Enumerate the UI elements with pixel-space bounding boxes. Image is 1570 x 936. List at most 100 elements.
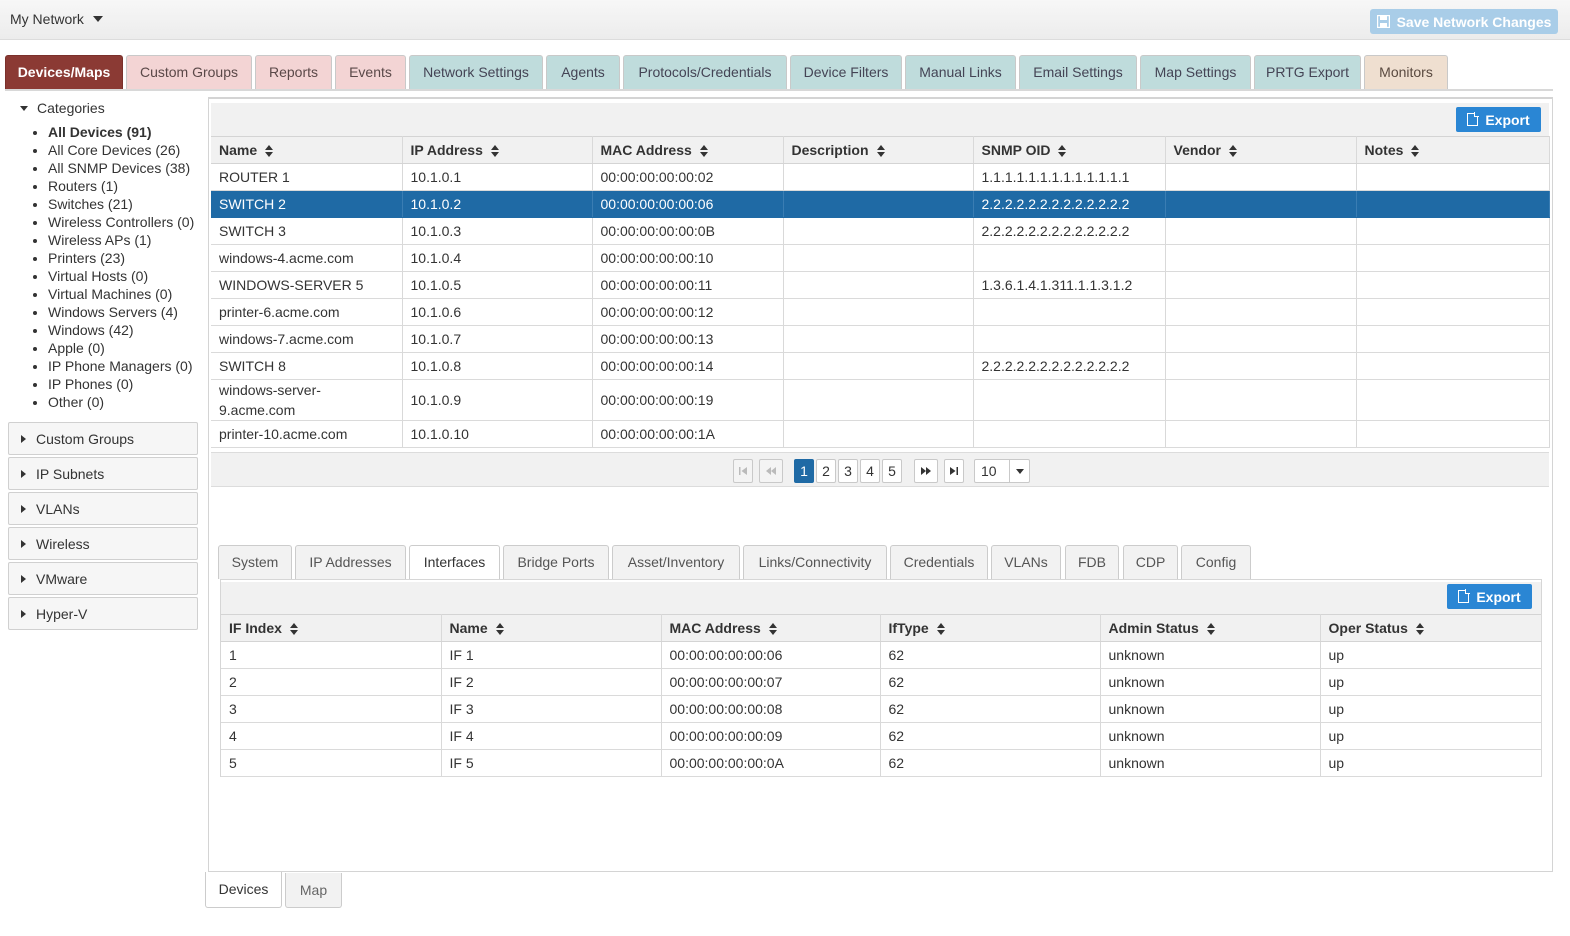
section-ip-subnets[interactable]: IP Subnets [8, 457, 198, 490]
category-item[interactable]: IP Phones (0) [48, 375, 200, 393]
section-hyper-v[interactable]: Hyper-V [8, 597, 198, 630]
column-header[interactable]: IfType [880, 614, 1101, 642]
category-item[interactable]: Wireless APs (1) [48, 231, 200, 249]
tab-events[interactable]: Events [335, 55, 406, 89]
category-item[interactable]: Switches (21) [48, 195, 200, 213]
table-row[interactable]: 4 IF 4 00:00:00:00:00:09 62 unknown up [221, 722, 1542, 750]
section-vlans[interactable]: VLANs [8, 492, 198, 525]
category-item[interactable]: Routers (1) [48, 177, 200, 195]
column-header[interactable]: MAC Address [592, 136, 784, 164]
tab-vlans[interactable]: VLANs [991, 545, 1061, 579]
table-row[interactable]: ROUTER 1 10.1.0.1 00:00:00:00:00:02 1.1.1.1… [211, 163, 1550, 191]
table-row[interactable]: WINDOWS-SERVER 5 10.1.0.5 00:00:00:00:00:1… [211, 271, 1550, 299]
tab-config[interactable]: Config [1181, 545, 1251, 579]
tab-prtg-export[interactable]: PRTG Export [1254, 55, 1361, 89]
network-selector[interactable]: My Network [10, 11, 103, 27]
column-header[interactable]: MAC Address [661, 614, 881, 642]
category-item[interactable]: Apple (0) [48, 339, 200, 357]
bottom-tab-devices[interactable]: Devices [205, 872, 282, 908]
table-cell [1356, 379, 1550, 421]
tab-manual-links[interactable]: Manual Links [905, 55, 1016, 89]
tab-bridge-ports[interactable]: Bridge Ports [503, 545, 609, 579]
first-page-button[interactable] [733, 459, 753, 483]
table-row[interactable]: 5 IF 5 00:00:00:00:00:0A 62 unknown up [221, 749, 1542, 777]
devices-export-button[interactable]: Export [1456, 107, 1541, 132]
tab-map-settings[interactable]: Map Settings [1140, 55, 1251, 89]
category-item[interactable]: Other (0) [48, 393, 200, 411]
tab-interfaces[interactable]: Interfaces [409, 545, 500, 580]
tab-system[interactable]: System [218, 545, 292, 579]
page-1-button[interactable]: 1 [794, 459, 814, 483]
bottom-tab-map[interactable]: Map [285, 873, 342, 908]
tab-credentials[interactable]: Credentials [890, 545, 988, 579]
page-size-select[interactable]: 10 [974, 459, 1030, 483]
tab-fdb[interactable]: FDB [1065, 545, 1119, 579]
table-row[interactable]: 2 IF 2 00:00:00:00:00:07 62 unknown up [221, 668, 1542, 696]
table-row[interactable]: windows-7.acme.com 10.1.0.7 00:00:00:00:00… [211, 325, 1550, 353]
column-header[interactable]: Admin Status [1100, 614, 1321, 642]
tab-network-settings[interactable]: Network Settings [409, 55, 543, 89]
column-header[interactable]: Vendor [1165, 136, 1357, 164]
save-network-changes-button[interactable]: Save Network Changes [1370, 9, 1558, 34]
tab-email-settings[interactable]: Email Settings [1019, 55, 1137, 89]
category-item[interactable]: IP Phone Managers (0) [48, 357, 200, 375]
column-header[interactable]: Oper Status [1320, 614, 1542, 642]
next-page-button[interactable] [914, 459, 938, 483]
category-item[interactable]: Virtual Machines (0) [48, 285, 200, 303]
category-item[interactable]: All Core Devices (26) [48, 141, 200, 159]
tab-monitors[interactable]: Monitors [1364, 55, 1448, 89]
previous-page-button[interactable] [759, 459, 783, 483]
category-item[interactable]: Virtual Hosts (0) [48, 267, 200, 285]
column-header[interactable]: Name [211, 136, 403, 164]
last-page-button[interactable] [944, 459, 964, 483]
column-header[interactable]: IF Index [221, 614, 442, 642]
page-5-button[interactable]: 5 [882, 459, 902, 483]
page-4-button[interactable]: 4 [860, 459, 880, 483]
table-row[interactable]: windows-4.acme.com 10.1.0.4 00:00:00:00:00… [211, 244, 1550, 272]
table-row[interactable]: SWITCH 2 10.1.0.2 00:00:00:00:00:06 2.2.2.2… [211, 190, 1550, 218]
table-row[interactable]: printer-6.acme.com 10.1.0.6 00:00:00:00:00… [211, 298, 1550, 326]
page-2-button[interactable]: 2 [816, 459, 836, 483]
category-item[interactable]: Printers (23) [48, 249, 200, 267]
column-header[interactable]: Name [441, 614, 662, 642]
section-wireless[interactable]: Wireless [8, 527, 198, 560]
tab-custom-groups[interactable]: Custom Groups [126, 55, 252, 89]
table-cell: up [1320, 668, 1542, 696]
category-item[interactable]: Windows Servers (4) [48, 303, 200, 321]
column-header[interactable]: IP Address [402, 136, 593, 164]
table-row[interactable]: windows-server-9.acme.com 10.1.0.9 00:00:0… [211, 379, 1550, 421]
tab-devices-maps[interactable]: Devices/Maps [5, 55, 123, 89]
category-item[interactable]: All SNMP Devices (38) [48, 159, 200, 177]
interfaces-export-button[interactable]: Export [1447, 584, 1532, 609]
tab-device-filters[interactable]: Device Filters [790, 55, 902, 89]
column-header[interactable]: Notes [1356, 136, 1550, 164]
table-cell: 00:00:00:00:00:14 [592, 352, 784, 380]
tab-links-connectivity[interactable]: Links/Connectivity [743, 545, 887, 579]
column-header[interactable]: Description [783, 136, 974, 164]
category-item[interactable]: Wireless Controllers (0) [48, 213, 200, 231]
section-vmware[interactable]: VMware [8, 562, 198, 595]
page-3-button[interactable]: 3 [838, 459, 858, 483]
table-row[interactable]: printer-10.acme.com 10.1.0.10 00:00:00:00:… [211, 420, 1550, 448]
categories-header[interactable]: Categories [8, 97, 200, 119]
tab-agents[interactable]: Agents [546, 55, 620, 89]
sort-icon [768, 623, 777, 636]
tab-asset-inventory[interactable]: Asset/Inventory [612, 545, 740, 579]
category-item[interactable]: Windows (42) [48, 321, 200, 339]
category-item[interactable]: All Devices (91) [48, 123, 200, 141]
table-cell: 10.1.0.9 [402, 379, 593, 421]
table-row[interactable]: 3 IF 3 00:00:00:00:00:08 62 unknown up [221, 695, 1542, 723]
tab-reports[interactable]: Reports [255, 55, 332, 89]
tab-ip-addresses[interactable]: IP Addresses [295, 545, 406, 579]
expand-arrow-icon [21, 434, 26, 443]
tab-protocols-credentials[interactable]: Protocols/Credentials [623, 55, 787, 89]
table-cell: IF 2 [441, 668, 662, 696]
interfaces-panel: Export IF Index Name MAC Address IfType … [220, 579, 1542, 777]
table-cell: unknown [1100, 749, 1321, 777]
section-custom-groups[interactable]: Custom Groups [8, 422, 198, 455]
table-row[interactable]: 1 IF 1 00:00:00:00:00:06 62 unknown up [221, 641, 1542, 669]
tab-cdp[interactable]: CDP [1123, 545, 1178, 579]
table-row[interactable]: SWITCH 8 10.1.0.8 00:00:00:00:00:14 2.2.2.2… [211, 352, 1550, 380]
column-header[interactable]: SNMP OID [973, 136, 1166, 164]
table-row[interactable]: SWITCH 3 10.1.0.3 00:00:00:00:00:0B 2.2.2.2… [211, 217, 1550, 245]
